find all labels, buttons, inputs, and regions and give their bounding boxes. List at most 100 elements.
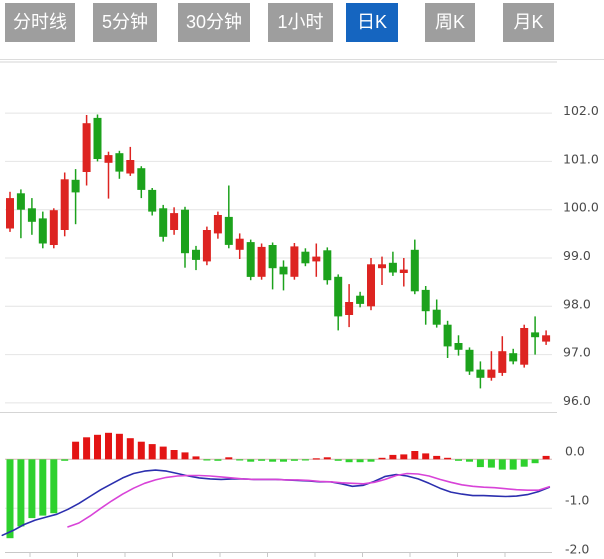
x-axis xyxy=(5,552,552,557)
tab-label: 分时线 xyxy=(13,12,67,32)
macd-histogram-bar xyxy=(411,451,419,460)
candle xyxy=(170,207,179,235)
tab-label: 月K xyxy=(513,12,544,32)
macd-histogram-bar xyxy=(214,459,222,461)
candle-body xyxy=(432,309,441,325)
macd-histogram-bar xyxy=(455,459,462,461)
candle-body xyxy=(290,246,299,277)
macd-histogram-bar xyxy=(334,459,342,461)
macd-histogram-bar xyxy=(258,459,266,461)
candle xyxy=(82,115,91,186)
macd-histogram-bar xyxy=(137,441,145,460)
candle xyxy=(235,233,244,259)
candle-body xyxy=(301,251,310,264)
macd-histogram-bar xyxy=(94,434,101,460)
macd-histogram-bar xyxy=(126,438,134,460)
candle xyxy=(279,260,288,291)
macd-histogram-bar xyxy=(531,459,539,464)
tab-timeframe-1[interactable]: 分时线 xyxy=(5,3,75,42)
candle-body xyxy=(268,245,277,269)
tab-timeframe-6[interactable]: 周K xyxy=(425,3,475,42)
candle xyxy=(410,239,419,295)
tab-timeframe-3[interactable]: 30分钟 xyxy=(178,3,250,42)
macd-histogram-bar xyxy=(400,454,408,460)
candle-body xyxy=(378,264,386,269)
candle xyxy=(38,211,47,249)
candle xyxy=(531,316,540,355)
candle xyxy=(71,169,80,225)
price-axis-label: 98.0 xyxy=(563,296,591,311)
macd-histogram-bar xyxy=(323,457,331,460)
macd-histogram-bar xyxy=(61,459,69,461)
candle-body xyxy=(71,179,80,193)
candle xyxy=(454,335,463,356)
candle-body xyxy=(312,256,321,262)
candle-body xyxy=(213,215,222,234)
macd-histogram-bar xyxy=(389,454,397,460)
candle xyxy=(137,166,146,199)
candle xyxy=(181,206,189,268)
macd-histogram-bar xyxy=(72,441,80,460)
tab-timeframe-4[interactable]: 1小时 xyxy=(268,3,333,42)
tabbar-divider xyxy=(0,59,604,60)
price-axis-label: 99.0 xyxy=(563,248,591,263)
tab-timeframe-2[interactable]: 5分钟 xyxy=(93,3,157,42)
macd-histogram-bar xyxy=(345,459,353,463)
macd-histogram-bar xyxy=(17,459,25,527)
candle-body xyxy=(148,189,157,212)
candle-body xyxy=(509,353,518,362)
macd-histogram-bar xyxy=(280,459,287,462)
candle-body xyxy=(170,213,179,230)
candle xyxy=(312,243,321,277)
candle-body xyxy=(202,230,211,262)
macd-dif-line xyxy=(67,472,551,528)
candle-body xyxy=(443,324,452,347)
candle-body xyxy=(410,249,419,292)
macd-histogram-bar xyxy=(466,459,473,462)
tab-label: 5分钟 xyxy=(101,12,148,32)
macd-histogram-bar xyxy=(39,459,47,516)
macd-histogram-bar xyxy=(444,457,452,460)
candle-body xyxy=(93,117,102,159)
candle-body xyxy=(159,208,168,237)
macd-histogram-bar xyxy=(247,459,255,462)
candle xyxy=(27,198,36,235)
macd-histogram-bar xyxy=(498,459,506,470)
macd-histogram-bar xyxy=(378,457,386,460)
candle xyxy=(257,243,266,280)
candle-body xyxy=(257,246,266,277)
tab-label: 1小时 xyxy=(277,12,324,32)
candle-body xyxy=(279,266,288,275)
candle xyxy=(268,242,277,290)
tab-label: 30分钟 xyxy=(185,12,243,32)
candle xyxy=(421,286,430,325)
macd-histogram-bar xyxy=(83,437,91,460)
candle-body xyxy=(235,238,244,250)
macd-histogram-bar xyxy=(115,433,123,460)
macd-axis-label: -1.0 xyxy=(565,492,589,507)
price-axis-label: 101.0 xyxy=(563,151,599,166)
candle-body xyxy=(181,209,189,254)
candle xyxy=(356,291,365,308)
macd-histogram-bar xyxy=(487,459,495,468)
candle xyxy=(520,324,529,368)
macd-histogram-bar xyxy=(28,459,36,519)
price-gridlines xyxy=(0,61,557,404)
candle xyxy=(443,320,452,358)
candle xyxy=(104,151,113,199)
macd-histogram-bar xyxy=(105,432,112,460)
tab-timeframe-5[interactable]: 日K xyxy=(346,3,398,42)
candle xyxy=(432,299,441,328)
candle-body xyxy=(16,193,25,210)
candle xyxy=(192,245,200,271)
macd-panel: 0.0 -1.0 -2.0 xyxy=(0,412,589,557)
tab-timeframe-7[interactable]: 月K xyxy=(503,3,554,42)
candle-body xyxy=(498,351,507,373)
candle-body xyxy=(421,289,430,312)
candle-body xyxy=(137,168,146,190)
candle xyxy=(60,172,69,237)
candle xyxy=(115,150,124,179)
candle xyxy=(378,256,386,285)
macd-histogram-bar xyxy=(181,452,189,460)
